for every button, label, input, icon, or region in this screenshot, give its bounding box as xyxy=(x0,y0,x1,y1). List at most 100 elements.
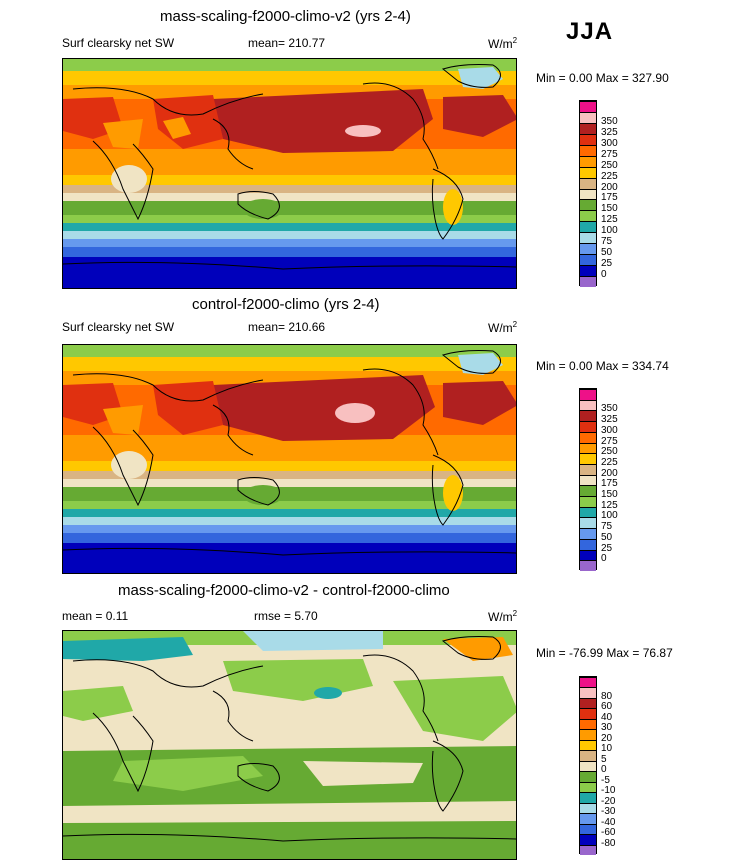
colorbar-segment xyxy=(580,442,596,454)
colorbar-tick-label: 350 xyxy=(601,403,618,415)
colorbar-segment xyxy=(580,221,596,233)
panel-1-colorbar-strip xyxy=(579,100,597,287)
colorbar-tick-label: 10 xyxy=(601,743,613,755)
colorbar-tick-label: 300 xyxy=(601,137,618,149)
colorbar-segment xyxy=(580,155,596,167)
colorbar-segment xyxy=(580,781,596,793)
colorbar-segment xyxy=(580,677,596,688)
panel-1-map-svg xyxy=(63,59,516,288)
colorbar-tick-label: -40 xyxy=(601,816,616,828)
panel-1-mean: mean= 210.77 xyxy=(248,36,326,50)
colorbar-tick-label: 250 xyxy=(601,159,618,171)
colorbar-tick-label: -60 xyxy=(601,827,616,839)
panel-3-colorbar-strip xyxy=(579,676,597,855)
colorbar-tick-label: 0 xyxy=(601,764,607,776)
colorbar-tick-label: 75 xyxy=(601,521,613,533)
colorbar-tick-label: 30 xyxy=(601,722,613,734)
panel-1-minmax: Min = 0.00 Max = 327.90 xyxy=(536,71,669,85)
colorbar-segment xyxy=(580,802,596,814)
colorbar-tick-label: 150 xyxy=(601,203,618,215)
panel-3-title: mass-scaling-f2000-climo-v2 - control-f2… xyxy=(118,582,450,599)
colorbar-segment xyxy=(580,506,596,518)
panel-2-colorbar-strip xyxy=(579,388,597,571)
colorbar-segment xyxy=(580,399,596,411)
panel-2-variable-label: Surf clearsky net SW xyxy=(62,320,175,334)
colorbar-segment xyxy=(580,133,596,145)
colorbar-tick-label: 100 xyxy=(601,225,618,237)
colorbar-tick-label: -80 xyxy=(601,837,616,849)
colorbar-segment xyxy=(580,144,596,156)
colorbar-segment xyxy=(580,687,596,698)
colorbar-segment xyxy=(580,210,596,222)
colorbar-segment xyxy=(580,528,596,539)
colorbar-tick-label: 40 xyxy=(601,711,613,723)
colorbar-segment xyxy=(580,232,596,244)
colorbar-tick-label: 5 xyxy=(601,753,607,765)
colorbar-tick-label: 50 xyxy=(601,531,613,543)
colorbar-tick-label: 275 xyxy=(601,148,618,160)
panel-1-colorbar: 0 25 50 75 100 125 150 175 200 225 250 275 300 325 350 xyxy=(579,100,639,287)
panel-3-units: W/m2 xyxy=(488,609,518,624)
colorbar-segment xyxy=(580,697,596,709)
colorbar-tick-label: 100 xyxy=(601,510,618,522)
colorbar-segment xyxy=(580,739,596,751)
colorbar-segment xyxy=(580,421,596,432)
panel-3-rmse: rmse = 5.70 xyxy=(254,609,318,623)
colorbar-tick-label: 275 xyxy=(601,435,618,447)
colorbar-tick-label: 350 xyxy=(601,115,618,127)
colorbar-segment xyxy=(580,276,596,287)
colorbar-tick-label: 250 xyxy=(601,446,618,458)
colorbar-tick-label: 20 xyxy=(601,732,613,744)
colorbar-tick-label: -5 xyxy=(601,774,610,786)
season-label: JJA xyxy=(566,18,614,45)
colorbar-segment xyxy=(580,560,596,571)
colorbar-tick-label: 325 xyxy=(601,126,618,138)
panel-2-units: W/m2 xyxy=(488,320,518,335)
colorbar-segment xyxy=(580,760,596,772)
colorbar-segment xyxy=(580,243,596,255)
colorbar-tick-label: 325 xyxy=(601,414,618,426)
colorbar-segment xyxy=(580,410,596,422)
colorbar-segment xyxy=(580,453,596,464)
colorbar-tick-label: 25 xyxy=(601,542,613,554)
panel-2-mean: mean= 210.66 xyxy=(248,320,326,334)
colorbar-tick-label: 300 xyxy=(601,424,618,436)
colorbar-segment xyxy=(580,166,596,178)
colorbar-tick-label: 200 xyxy=(601,181,618,193)
colorbar-segment xyxy=(580,254,596,266)
colorbar-segment xyxy=(580,823,596,835)
colorbar-tick-label: 150 xyxy=(601,489,618,501)
colorbar-tick-label: -20 xyxy=(601,795,616,807)
colorbar-tick-label: 225 xyxy=(601,170,618,182)
colorbar-segment xyxy=(580,729,596,740)
colorbar-tick-label: 175 xyxy=(601,478,618,490)
colorbar-segment xyxy=(580,771,596,782)
colorbar-segment xyxy=(580,265,596,277)
panel-3-mean: mean = 0.11 xyxy=(62,609,129,623)
colorbar-segment xyxy=(580,431,596,443)
colorbar-tick-label: 80 xyxy=(601,690,613,702)
colorbar-segment xyxy=(580,122,596,134)
colorbar-tick-label: 50 xyxy=(601,247,613,259)
colorbar-tick-label: 25 xyxy=(601,258,613,270)
colorbar-segment xyxy=(580,485,596,497)
colorbar-tick-label: 0 xyxy=(601,269,607,281)
panel-2-colorbar: 0 25 50 75 100 125 150 175 200 225 250 275 300 325 350 xyxy=(579,388,639,571)
colorbar-segment xyxy=(580,718,596,730)
colorbar-tick-label: 125 xyxy=(601,214,618,226)
panel-2-minmax: Min = 0.00 Max = 334.74 xyxy=(536,359,669,373)
colorbar-segment xyxy=(580,750,596,761)
colorbar-tick-label: 225 xyxy=(601,456,618,468)
colorbar-segment xyxy=(580,844,596,855)
colorbar-segment xyxy=(580,199,596,211)
colorbar-segment xyxy=(580,101,596,112)
colorbar-segment xyxy=(580,111,596,123)
colorbar-tick-label: 125 xyxy=(601,499,618,511)
panel-3-map xyxy=(62,630,517,860)
colorbar-segment xyxy=(580,517,596,529)
colorbar-tick-label: 0 xyxy=(601,553,607,565)
colorbar-tick-label: 175 xyxy=(601,192,618,204)
panel-1-units: W/m2 xyxy=(488,36,518,51)
panel-3-minmax: Min = -76.99 Max = 76.87 xyxy=(536,646,673,660)
colorbar-segment xyxy=(580,549,596,561)
